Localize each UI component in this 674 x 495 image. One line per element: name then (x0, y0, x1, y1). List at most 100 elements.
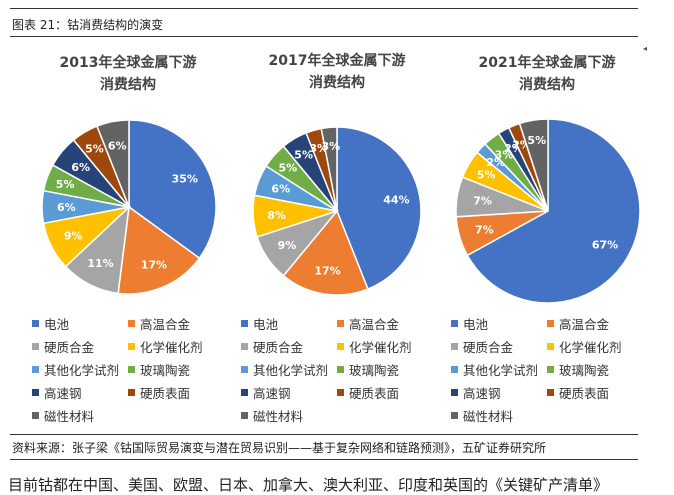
pie-label-2013-1: 35% (172, 173, 198, 186)
top-rule (10, 8, 638, 9)
legend-label: 化学催化剂 (349, 340, 412, 355)
legend-swatch (337, 366, 344, 373)
pie-title-line-1: 2013年全球金属下游 (59, 55, 197, 71)
legend-swatch (547, 343, 554, 350)
pie-label-2017-3: 9% (278, 239, 297, 252)
legend-swatch (337, 320, 344, 327)
legend-item-2013-7: 高速钢 (32, 383, 82, 402)
pie-title-line-2: 消费结构 (519, 77, 575, 93)
legend-label: 其他化学试剂 (44, 363, 120, 378)
legend-label: 化学催化剂 (140, 340, 203, 355)
pie-label-2017-9: 3% (321, 140, 340, 153)
legend-label: 硬质表面 (559, 386, 610, 401)
legend-item-2013-2: 高温合金 (128, 314, 190, 333)
legend-label: 硬质合金 (44, 340, 95, 355)
pie-label-2017-8: 3% (309, 142, 328, 155)
legend-swatch (241, 366, 248, 373)
pie-slice-2017-2 (282, 209, 369, 296)
legend-item-2013-5: 其他化学试剂 (32, 360, 119, 379)
pie-label-2013-7: 6% (71, 161, 90, 174)
pie-label-2017-2: 17% (314, 265, 340, 278)
legend-swatch (547, 366, 554, 373)
pie-label-2013-6: 5% (56, 178, 75, 191)
pie-label-2021-6: 3% (495, 148, 514, 161)
pie-title-line-2: 消费结构 (309, 75, 365, 91)
legend-swatch (337, 389, 344, 396)
legend-swatch (32, 366, 39, 373)
legend-label: 高速钢 (463, 386, 501, 401)
pie-label-2021-1: 67% (592, 239, 618, 252)
edge-mark: ◂ (643, 44, 648, 53)
legend-label: 磁性材料 (44, 409, 95, 424)
legend-label: 电池 (463, 317, 489, 332)
legend-item-2017-3: 硬质合金 (241, 337, 303, 356)
legend-item-2013-1: 电池 (32, 314, 69, 333)
legend-label: 玻璃陶瓷 (349, 363, 400, 378)
legend-label: 高温合金 (349, 317, 400, 332)
pie-label-2013-5: 6% (57, 201, 76, 214)
pie-chart-2017: 44%17%9%8%6%5%5%3%3% (252, 126, 422, 296)
legend-swatch (128, 389, 135, 396)
bottom-rule (10, 459, 638, 460)
legend-label: 其他化学试剂 (463, 363, 539, 378)
pie-label-2021-9: 5% (527, 134, 546, 147)
pie-label-2021-4: 5% (477, 168, 496, 181)
legend-swatch (451, 389, 458, 396)
legend-item-2017-6: 玻璃陶瓷 (337, 360, 399, 379)
legend-label: 化学催化剂 (559, 340, 622, 355)
body-text: 目前钴都在中国、美国、欧盟、日本、加拿大、澳大利亚、印度和英国的《关键矿产清单》 (8, 476, 609, 494)
legend-item-2017-2: 高温合金 (337, 314, 399, 333)
pie-label-2013-9: 6% (108, 139, 127, 152)
pie-title-line-1: 2017年全球金属下游 (268, 53, 406, 69)
legend-label: 电池 (44, 317, 70, 332)
legend-item-2017-9: 磁性材料 (241, 406, 303, 425)
legend-label: 磁性材料 (253, 409, 304, 424)
pie-label-2021-3: 7% (473, 195, 492, 208)
figure-title: 图表 21：钴消费结构的演变 (12, 18, 164, 32)
legend-item-2021-9: 磁性材料 (451, 406, 513, 425)
legend-swatch (241, 320, 248, 327)
pie-slice-2017-1 (336, 126, 422, 291)
legend-label: 玻璃陶瓷 (559, 363, 610, 378)
pie-slice-2021-1 (466, 118, 641, 304)
legend-swatch (547, 389, 554, 396)
pie-label-2017-1: 44% (383, 194, 409, 207)
pie-slice-2013-9 (95, 119, 130, 208)
pie-label-2013-2: 17% (141, 258, 167, 271)
legend-item-2021-2: 高温合金 (547, 314, 609, 333)
pie-title-line-2: 消费结构 (100, 77, 156, 93)
legend-swatch (451, 320, 458, 327)
legend-label: 硬质表面 (349, 386, 400, 401)
legend-item-2021-5: 其他化学试剂 (451, 360, 538, 379)
pie-panel-2013: 35% 17% 11% 9% 6% 5% 6% 5% 6% 2013年全球金属下游 消费结构 电… (24, 40, 232, 440)
legend-label: 硬质合金 (463, 340, 514, 355)
legend-label: 高速钢 (253, 386, 291, 401)
legend-item-2013-3: 硬质合金 (32, 337, 94, 356)
pie-title-line-1: 2021年全球金属下游 (478, 55, 616, 71)
legend-swatch (128, 343, 135, 350)
pie-slice-2013-1 (128, 119, 217, 260)
legend-swatch (337, 343, 344, 350)
legend-item-2017-1: 电池 (241, 314, 278, 333)
pie-label-2017-5: 6% (271, 183, 290, 196)
legend-label: 高速钢 (44, 386, 82, 401)
legend-swatch (547, 320, 554, 327)
pie-title-2013: 2013年全球金属下游 消费结构 (24, 52, 232, 96)
legend-swatch (451, 412, 458, 419)
legend-swatch (32, 343, 39, 350)
legend-swatch (128, 366, 135, 373)
pie-title-2017: 2017年全球金属下游 消费结构 (233, 50, 441, 94)
legend-label: 高温合金 (140, 317, 191, 332)
legend-item-2017-7: 高速钢 (241, 383, 291, 402)
title-rule (10, 36, 638, 37)
legend-label: 电池 (253, 317, 279, 332)
legend-item-2013-6: 玻璃陶瓷 (128, 360, 190, 379)
legend-item-2021-6: 玻璃陶瓷 (547, 360, 609, 379)
legend-item-2021-4: 化学催化剂 (547, 337, 622, 356)
legend-swatch (241, 412, 248, 419)
pie-label-2013-4: 9% (64, 229, 83, 242)
legend-label: 高温合金 (559, 317, 610, 332)
pie-label-2021-2: 7% (475, 223, 494, 236)
pie-panel-2021: 67% 7% 7% 5% 2% 3% 2% 2% 5% 2021年全球金属下游 消费结构 电池高… (443, 40, 651, 440)
pie-chart-2013: 35% 17% 11% 9% 6% 5% 6% 5% 6% (41, 119, 217, 295)
